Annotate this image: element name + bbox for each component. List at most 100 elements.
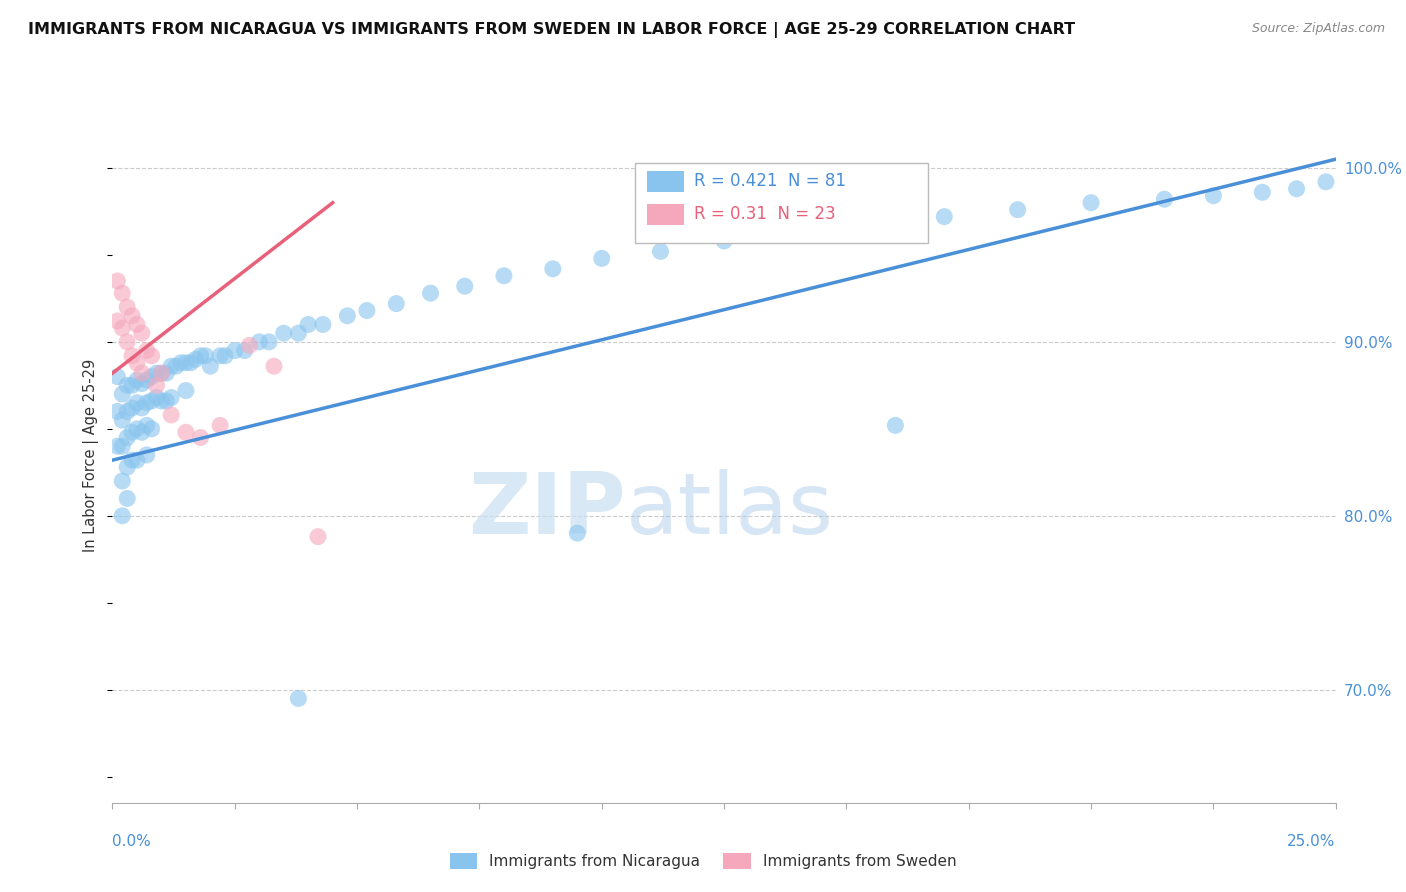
- Point: [356, 303, 378, 318]
- Point: [713, 234, 735, 248]
- Point: [121, 378, 143, 392]
- Point: [238, 338, 260, 352]
- Point: [131, 376, 153, 391]
- Point: [105, 439, 128, 453]
- Point: [150, 366, 173, 380]
- Point: [1285, 182, 1308, 196]
- Point: [121, 349, 143, 363]
- FancyBboxPatch shape: [647, 204, 683, 226]
- Point: [160, 408, 183, 422]
- Text: R = 0.421  N = 81: R = 0.421 N = 81: [693, 172, 845, 190]
- Point: [135, 373, 157, 387]
- Point: [145, 366, 167, 380]
- Point: [190, 431, 212, 445]
- Point: [307, 530, 329, 544]
- Point: [214, 349, 236, 363]
- Point: [591, 252, 613, 266]
- Point: [934, 210, 956, 224]
- Point: [273, 326, 295, 340]
- Point: [115, 334, 138, 349]
- Point: [1080, 195, 1102, 210]
- Point: [224, 343, 246, 358]
- Point: [454, 279, 477, 293]
- Point: [287, 691, 309, 706]
- Point: [1007, 202, 1029, 217]
- Point: [111, 321, 134, 335]
- Point: [131, 401, 153, 415]
- Point: [115, 491, 138, 506]
- Text: 0.0%: 0.0%: [112, 834, 152, 849]
- Point: [150, 394, 173, 409]
- Point: [125, 356, 148, 370]
- Point: [170, 356, 193, 370]
- Point: [884, 418, 907, 433]
- Point: [233, 343, 256, 358]
- Point: [567, 526, 589, 541]
- Point: [135, 343, 157, 358]
- Point: [174, 384, 197, 398]
- Point: [165, 359, 187, 374]
- Point: [111, 387, 134, 401]
- Point: [111, 474, 134, 488]
- Point: [160, 359, 183, 374]
- Point: [1251, 186, 1274, 200]
- Text: Source: ZipAtlas.com: Source: ZipAtlas.com: [1251, 22, 1385, 36]
- Point: [141, 422, 163, 436]
- Point: [312, 318, 335, 332]
- Point: [145, 391, 167, 405]
- FancyBboxPatch shape: [647, 171, 683, 192]
- Point: [121, 309, 143, 323]
- Point: [174, 425, 197, 440]
- Text: 25.0%: 25.0%: [1288, 834, 1336, 849]
- Point: [1153, 192, 1175, 206]
- Point: [1202, 188, 1225, 202]
- Point: [111, 413, 134, 427]
- Point: [105, 314, 128, 328]
- Point: [194, 349, 217, 363]
- Point: [125, 373, 148, 387]
- Point: [336, 309, 359, 323]
- Point: [141, 394, 163, 409]
- Point: [209, 418, 232, 433]
- Point: [131, 326, 153, 340]
- Point: [155, 394, 177, 409]
- Point: [115, 460, 138, 475]
- Point: [180, 356, 202, 370]
- Point: [492, 268, 515, 283]
- Point: [111, 508, 134, 523]
- Text: atlas: atlas: [626, 469, 834, 552]
- Point: [141, 349, 163, 363]
- Point: [257, 334, 280, 349]
- Point: [135, 395, 157, 409]
- Point: [135, 448, 157, 462]
- Point: [190, 349, 212, 363]
- Point: [297, 318, 319, 332]
- Point: [131, 366, 153, 380]
- Point: [263, 359, 285, 374]
- Point: [105, 369, 128, 384]
- Point: [786, 227, 808, 241]
- Y-axis label: In Labor Force | Age 25-29: In Labor Force | Age 25-29: [83, 359, 100, 551]
- Point: [115, 378, 138, 392]
- Point: [650, 244, 672, 259]
- Point: [200, 359, 222, 374]
- Point: [141, 369, 163, 384]
- Point: [135, 418, 157, 433]
- Point: [131, 425, 153, 440]
- Point: [115, 404, 138, 418]
- Point: [150, 366, 173, 380]
- Point: [287, 326, 309, 340]
- FancyBboxPatch shape: [634, 162, 928, 243]
- Text: ZIP: ZIP: [468, 469, 626, 552]
- Point: [184, 352, 207, 367]
- Point: [121, 425, 143, 440]
- Point: [125, 395, 148, 409]
- Point: [121, 453, 143, 467]
- Point: [115, 431, 138, 445]
- Point: [145, 378, 167, 392]
- Point: [115, 300, 138, 314]
- Point: [859, 217, 882, 231]
- Point: [125, 422, 148, 436]
- Point: [419, 286, 441, 301]
- Legend: Immigrants from Nicaragua, Immigrants from Sweden: Immigrants from Nicaragua, Immigrants fr…: [443, 847, 963, 875]
